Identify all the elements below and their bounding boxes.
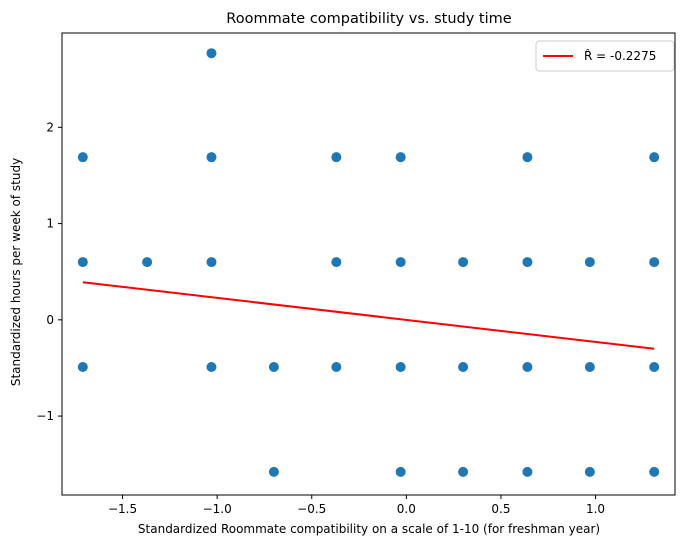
regression-line bbox=[82, 281, 655, 350]
scatter-point bbox=[395, 466, 406, 477]
scatter-point bbox=[649, 152, 660, 163]
scatter-point bbox=[458, 257, 469, 268]
scatter-point bbox=[649, 361, 660, 372]
x-tick-label: −1.5 bbox=[108, 502, 137, 516]
scatter-point bbox=[77, 152, 88, 163]
y-axis: −1 0 1 2 bbox=[36, 120, 62, 423]
scatter-point bbox=[584, 257, 595, 268]
chart-title: Roommate compatibility vs. study time bbox=[226, 11, 511, 27]
scatter-point bbox=[331, 152, 342, 163]
scatter-point bbox=[77, 361, 88, 372]
scatter-point bbox=[458, 361, 469, 372]
y-tick-label: 0 bbox=[46, 313, 54, 327]
scatter-point bbox=[268, 466, 279, 477]
scatter-point bbox=[331, 257, 342, 268]
x-tick-label: −0.5 bbox=[297, 502, 326, 516]
legend-label: R̂ = -0.2275 bbox=[584, 49, 656, 63]
scatter-point bbox=[649, 466, 660, 477]
scatter-point bbox=[395, 152, 406, 163]
y-tick-label: −1 bbox=[36, 409, 54, 423]
scatter-point bbox=[395, 257, 406, 268]
scatter-point bbox=[206, 257, 217, 268]
scatter-point bbox=[206, 152, 217, 163]
scatter-point bbox=[584, 361, 595, 372]
scatter-point bbox=[77, 257, 88, 268]
scatter-point bbox=[522, 361, 533, 372]
scatter-point bbox=[206, 48, 217, 59]
scatter-point bbox=[206, 361, 217, 372]
x-tick-label: 0.5 bbox=[491, 502, 510, 516]
scatter-point bbox=[331, 361, 342, 372]
scatter-point bbox=[522, 466, 533, 477]
y-tick-label: 2 bbox=[46, 120, 54, 134]
scatter-point bbox=[395, 361, 406, 372]
scatter-point bbox=[584, 466, 595, 477]
x-tick-label: −1.0 bbox=[203, 502, 232, 516]
y-axis-label: Standardized hours per week of study bbox=[9, 158, 23, 386]
scatter-point bbox=[649, 257, 660, 268]
plot-area bbox=[61, 32, 676, 496]
x-tick-label: 1.0 bbox=[586, 502, 605, 516]
scatter-point bbox=[268, 361, 279, 372]
legend-box bbox=[535, 40, 675, 72]
x-axis-label: Standardized Roommate compatibility on a… bbox=[138, 522, 600, 536]
x-tick-label: 0.0 bbox=[397, 502, 416, 516]
scatter-point bbox=[458, 466, 469, 477]
legend: R̂ = -0.2275 bbox=[535, 40, 675, 72]
y-tick-label: 1 bbox=[46, 217, 54, 231]
scatter-point bbox=[142, 257, 153, 268]
axes-frame bbox=[61, 32, 676, 496]
x-axis: −1.5 −1.0 −0.5 0.0 0.5 1.0 bbox=[108, 495, 605, 516]
scatter-point bbox=[522, 152, 533, 163]
scatter-point bbox=[522, 257, 533, 268]
